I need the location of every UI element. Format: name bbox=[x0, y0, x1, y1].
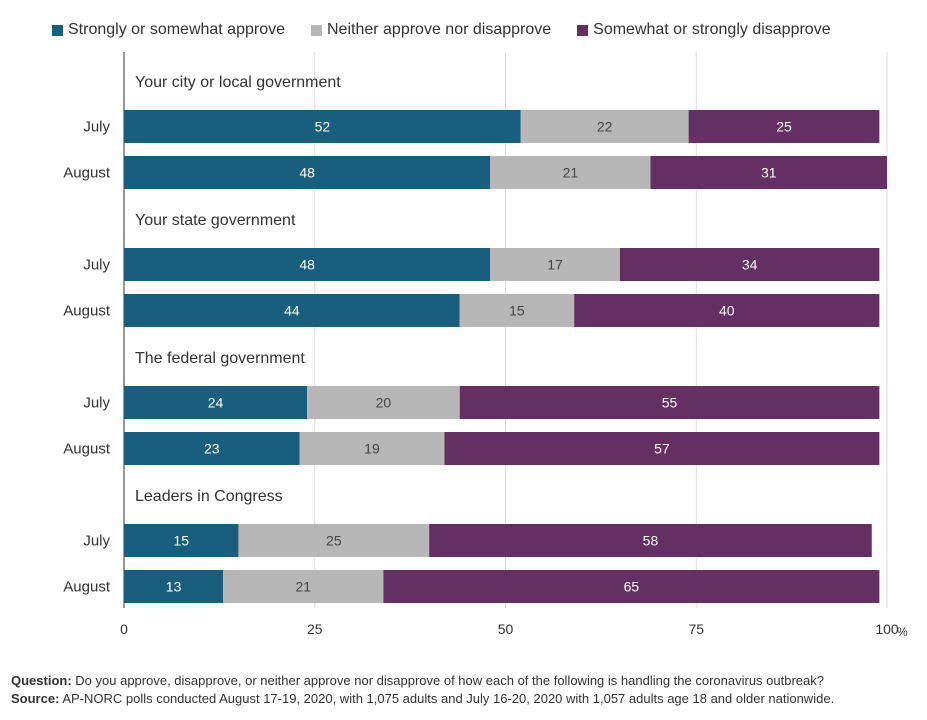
data-label-approve: 23 bbox=[204, 441, 220, 457]
question-text: Do you approve, disapprove, or neither a… bbox=[75, 673, 824, 688]
bar-segment-disapprove bbox=[383, 570, 880, 603]
bar-segment-approve bbox=[124, 294, 460, 327]
legend-item-neither: Neither approve nor disapprove bbox=[311, 21, 551, 39]
bar-segment-neither bbox=[307, 386, 460, 419]
category-label: July bbox=[83, 119, 110, 136]
data-label-disapprove: 57 bbox=[654, 441, 670, 457]
data-label-approve: 13 bbox=[166, 579, 182, 595]
bar-segment-approve bbox=[124, 524, 239, 557]
x-tick-label: 25 bbox=[307, 621, 323, 637]
bar-segment-approve bbox=[124, 248, 491, 281]
source-note: Source: AP-NORC polls conducted August 1… bbox=[11, 690, 921, 708]
x-unit-label: % bbox=[897, 625, 908, 639]
bar-segment-neither bbox=[490, 156, 651, 189]
category-label: July bbox=[83, 257, 110, 274]
legend-swatch-approve bbox=[52, 24, 63, 36]
bar-segment-neither bbox=[459, 294, 575, 327]
source-label: Source: bbox=[11, 691, 60, 706]
legend-label-disapprove: Somewhat or strongly disapprove bbox=[593, 21, 831, 38]
data-label-disapprove: 65 bbox=[624, 579, 640, 595]
data-label-neither: 19 bbox=[364, 441, 380, 457]
bar-segment-disapprove bbox=[619, 248, 880, 281]
category-label: August bbox=[63, 165, 111, 182]
category-label: July bbox=[83, 533, 110, 550]
bar-segment-disapprove bbox=[444, 432, 880, 465]
legend-item-disapprove: Somewhat or strongly disapprove bbox=[577, 21, 831, 39]
group-title: The federal government bbox=[135, 350, 305, 367]
legend-swatch-disapprove bbox=[577, 24, 589, 36]
data-label-disapprove: 55 bbox=[662, 395, 678, 411]
bar-segment-neither bbox=[490, 248, 620, 281]
data-label-disapprove: 34 bbox=[742, 257, 758, 273]
data-label-neither: 21 bbox=[296, 579, 312, 595]
category-label: August bbox=[63, 579, 111, 596]
data-label-approve: 52 bbox=[315, 119, 331, 135]
data-label-approve: 44 bbox=[284, 303, 300, 319]
data-label-neither: 17 bbox=[547, 257, 563, 273]
bar-segment-approve bbox=[124, 570, 224, 603]
bar-segment-disapprove bbox=[688, 110, 880, 143]
bar-segment-approve bbox=[124, 110, 521, 143]
data-label-approve: 48 bbox=[299, 257, 315, 273]
category-label: August bbox=[63, 441, 111, 458]
data-label-neither: 25 bbox=[326, 533, 342, 549]
bar-segment-neither bbox=[520, 110, 689, 143]
data-label-approve: 24 bbox=[208, 395, 224, 411]
bar-segment-disapprove bbox=[429, 524, 872, 557]
legend-label-neither: Neither approve nor disapprove bbox=[327, 21, 552, 38]
data-label-approve: 48 bbox=[299, 165, 315, 181]
question-label: Question: bbox=[11, 673, 72, 688]
legend-label-approve: Strongly or somewhat approve bbox=[68, 21, 285, 38]
bar-segment-neither bbox=[238, 524, 430, 557]
bar-segment-neither bbox=[223, 570, 384, 603]
category-label: August bbox=[63, 303, 111, 320]
bar-segment-neither bbox=[299, 432, 445, 465]
x-tick-label: 100 bbox=[875, 621, 899, 637]
data-label-disapprove: 40 bbox=[719, 303, 735, 319]
x-tick-label: 75 bbox=[688, 621, 704, 637]
legend-item-approve: Strongly or somewhat approve bbox=[52, 21, 285, 39]
data-label-disapprove: 58 bbox=[643, 533, 659, 549]
x-tick-label: 0 bbox=[120, 621, 128, 637]
data-label-approve: 15 bbox=[173, 533, 189, 549]
data-label-neither: 22 bbox=[597, 119, 613, 135]
chart-footer: Question: Do you approve, disapprove, or… bbox=[11, 672, 921, 708]
category-label: July bbox=[83, 395, 110, 412]
source-text: AP-NORC polls conducted August 17-19, 20… bbox=[62, 691, 835, 706]
bar-segment-approve bbox=[124, 386, 308, 419]
question-note: Question: Do you approve, disapprove, or… bbox=[11, 672, 921, 690]
group-title: Your city or local government bbox=[135, 74, 341, 91]
data-label-disapprove: 31 bbox=[761, 165, 777, 181]
x-tick-label: 50 bbox=[498, 621, 514, 637]
legend: Strongly or somewhat approve Neither app… bbox=[52, 18, 857, 42]
stacked-bar-chart: 0 25 50 75 100% Your city or local government… bbox=[63, 52, 908, 639]
bar-segment-approve bbox=[124, 156, 491, 189]
data-label-neither: 20 bbox=[376, 395, 392, 411]
group-title: Your state government bbox=[135, 212, 296, 229]
data-label-neither: 15 bbox=[509, 303, 525, 319]
data-label-disapprove: 25 bbox=[776, 119, 792, 135]
group-title: Leaders in Congress bbox=[135, 488, 283, 505]
bar-segment-approve bbox=[124, 432, 300, 465]
data-label-neither: 21 bbox=[563, 165, 579, 181]
bar-segment-disapprove bbox=[650, 156, 887, 189]
legend-swatch-neither bbox=[311, 24, 322, 36]
bar-segment-disapprove bbox=[459, 386, 880, 419]
bar-segment-disapprove bbox=[574, 294, 880, 327]
